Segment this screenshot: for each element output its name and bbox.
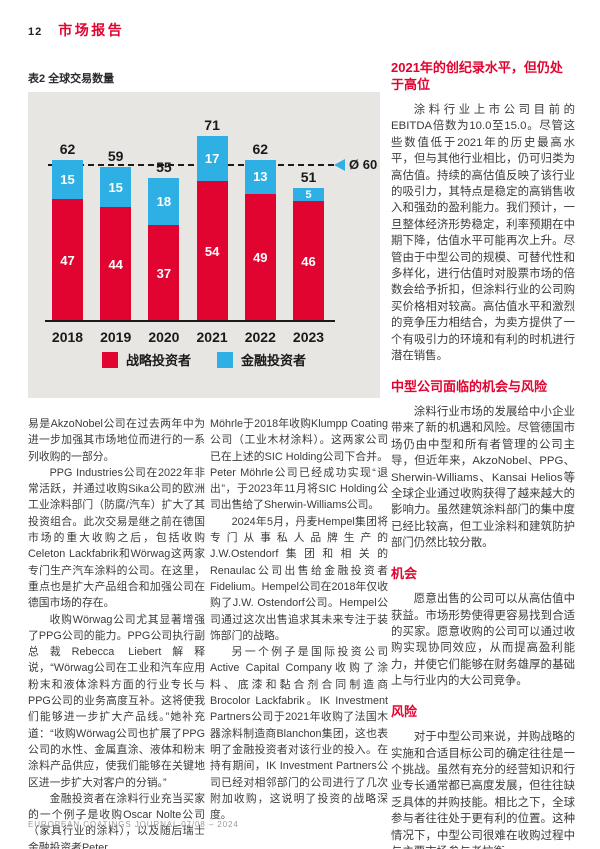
chart-legend: 战略投资者 金融投资者 xyxy=(28,350,380,369)
body-paragraph: 愿意出售的公司可以从高估值中获益。市场形势使得更容易找到合适的买家。愿意收购的公… xyxy=(391,593,575,688)
bar-value-strategic: 46 xyxy=(301,254,316,270)
legend-swatch-icon xyxy=(217,351,233,368)
bar-2018: 47 15 xyxy=(52,159,83,322)
figure-label: 表2 全球交易数量 xyxy=(28,73,115,85)
bar-segment-strategic: 37 xyxy=(148,225,180,322)
bar-segment-strategic: 49 xyxy=(244,193,276,322)
bar-segment-strategic: 47 xyxy=(52,198,83,322)
bar-segment-financial: 17 xyxy=(196,136,228,181)
bar-segment-financial: 15 xyxy=(52,159,83,199)
legend-label: 金融投资者 xyxy=(241,353,307,368)
bar-total-label: 62 xyxy=(59,140,76,157)
bar-total-label: 71 xyxy=(204,116,220,133)
global-transactions-chart: Ø 60 47 15 62 2018 44 15 59 2019 37 18 55 2020 54 17 7… xyxy=(28,92,380,398)
page-header: 12 市场报告 xyxy=(28,20,124,40)
bar-value-strategic: 37 xyxy=(156,266,172,282)
bar-value-financial: 5 xyxy=(305,188,312,201)
bar-value-financial: 15 xyxy=(108,179,123,195)
bar-2020: 37 18 xyxy=(148,177,180,322)
bar-segment-financial: 18 xyxy=(148,177,180,226)
bar-2019: 44 15 xyxy=(100,167,132,322)
body-paragraph: 对于中型公司来说，并购战略的实施和合适目标公司的确定往往是一个挑战。虽然有充分的… xyxy=(391,731,575,849)
bar-value-strategic: 47 xyxy=(60,252,75,268)
x-axis-label-2021: 2021 xyxy=(196,329,228,345)
legend-item-financial: 金融投资者 xyxy=(217,350,306,369)
section-heading: 2021年的创纪录水平，但仍处于高位 xyxy=(391,60,563,92)
x-axis-label-2023: 2023 xyxy=(292,329,325,345)
bar-total-label: 51 xyxy=(300,169,317,186)
body-paragraph: PPG Industries公司在2022年非常活跃，并通过收购Sika公司的欧… xyxy=(28,466,205,610)
body-paragraph: 金融投资者在涂料行业充当买家的一个例子是收购Oscar Nolte公司（家具行业… xyxy=(28,792,205,849)
journal-footer: EUROPEAN COATINGS JOURNAL 07/08 – 2024 xyxy=(28,820,239,829)
body-paragraph: Möhrle于2018年收购Klumpp Coating公司（工业木材涂料）。这… xyxy=(210,418,388,512)
body-paragraph: 另一个例子是国际投资公司Active Capital Company收购了涂料、… xyxy=(210,646,388,822)
x-axis-label-2018: 2018 xyxy=(51,329,84,345)
bar-value-financial: 15 xyxy=(60,171,75,187)
average-line xyxy=(48,163,334,166)
body-paragraph: 易是AkzoNobel公司在过去两年中为进一步加强其市场地位而进行的一系列收购的… xyxy=(28,418,205,463)
bar-segment-financial: 13 xyxy=(244,159,276,194)
bar-2021: 54 17 xyxy=(196,136,228,322)
bar-2022: 49 13 xyxy=(244,159,276,322)
section-heading: 机会 xyxy=(391,565,418,581)
legend-item-strategic: 战略投资者 xyxy=(101,350,191,369)
bar-value-strategic: 44 xyxy=(108,256,123,272)
body-paragraph: 涂料行业上市公司目前的EBITDA倍数为10.0至15.0。尽管这些数值低于20… xyxy=(391,104,575,363)
section-title: 市场报告 xyxy=(58,22,125,38)
column-middle: Möhrle于2018年收购Klumpp Coating公司（工业木材涂料）。这… xyxy=(210,416,388,823)
average-line-label: Ø 60 xyxy=(349,156,378,172)
bar-value-financial: 18 xyxy=(156,193,172,209)
x-axis-label-2022: 2022 xyxy=(244,329,276,345)
bar-total-label: 59 xyxy=(107,148,124,165)
x-axis-line xyxy=(45,320,335,322)
column-right: 2021年的创纪录水平，但仍处于高位涂料行业上市公司目前的EBITDA倍数为10… xyxy=(391,60,575,849)
legend-label: 战略投资者 xyxy=(125,353,191,368)
bar-total-label: 62 xyxy=(252,140,269,157)
body-paragraph: 涂料行业市场的发展给中小企业带来了新的机遇和风险。尽管德国市场仍由中型和所有者管… xyxy=(391,406,575,550)
x-axis-label-2020: 2020 xyxy=(148,329,180,345)
bar-segment-strategic: 44 xyxy=(100,206,132,322)
bar-segment-financial: 15 xyxy=(100,167,132,207)
bar-value-strategic: 54 xyxy=(204,243,220,259)
bar-value-financial: 17 xyxy=(204,150,220,166)
bar-value-strategic: 49 xyxy=(253,250,268,266)
bar-segment-financial: 5 xyxy=(293,188,324,202)
section-heading: 风险 xyxy=(391,703,418,719)
legend-swatch-icon xyxy=(101,351,118,368)
page-number: 12 xyxy=(28,26,43,38)
bar-2023: 46 5 xyxy=(293,188,324,322)
bar-segment-strategic: 46 xyxy=(293,201,324,322)
bar-total-label: 55 xyxy=(156,158,172,175)
average-marker-triangle-icon xyxy=(334,158,345,171)
bar-value-financial: 13 xyxy=(253,169,268,185)
x-axis-label-2019: 2019 xyxy=(100,329,132,345)
column-left: 易是AkzoNobel公司在过去两年中为进一步加强其市场地位而进行的一系列收购的… xyxy=(28,416,205,849)
body-paragraph: 收购Wörwag公司尤其显著增强了PPG公司的能力。PPG公司执行副总裁Rebe… xyxy=(28,613,205,789)
body-paragraph: 2024年5月，丹麦Hempel集团将专门从事私人品牌生产的J.W.Ostend… xyxy=(210,515,388,642)
bar-segment-strategic: 54 xyxy=(196,180,228,322)
section-heading: 中型公司面临的机会与风险 xyxy=(391,378,548,394)
